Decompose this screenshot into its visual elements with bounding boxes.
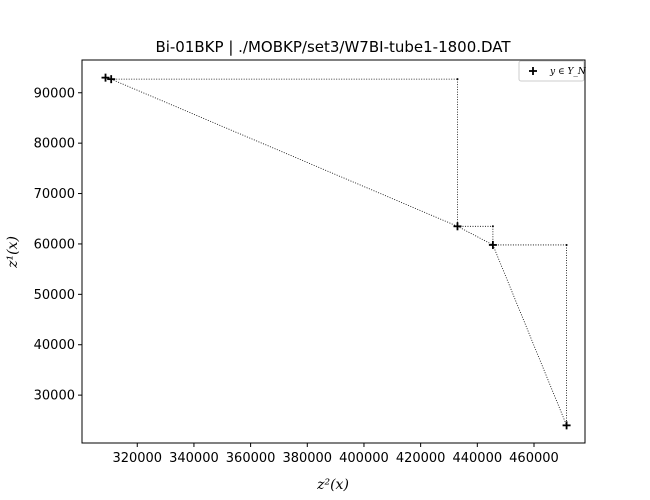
legend-label: y ∈ Y_N [549, 67, 587, 77]
x-axis-label: z²(x) [316, 477, 349, 493]
data-point [562, 421, 571, 430]
legend: y ∈ Y_N [518, 60, 587, 82]
x-axis: 320000 340000 360000 380000 400000 420000 4400… [112, 443, 559, 466]
legend-plus-icon [529, 67, 537, 75]
connector-segment [111, 78, 458, 227]
x-tick-label: 320000 [112, 451, 162, 466]
y-tick-label: 60000 [34, 237, 75, 252]
staircase-lines [111, 78, 568, 426]
staircase-corner-dot [456, 78, 459, 81]
legend-box [518, 60, 585, 82]
legend-plus-marker [529, 67, 537, 75]
x-tick-label: 360000 [226, 451, 276, 466]
y-axis: 30000 40000 50000 60000 70000 80000 90000 [34, 86, 82, 404]
y-tick-label: 70000 [34, 187, 75, 202]
y-axis-label: z¹(x) [5, 236, 21, 269]
data-point [101, 73, 110, 82]
x-tick-label: 340000 [169, 451, 219, 466]
data-point [107, 75, 116, 84]
x-tick-label: 400000 [339, 451, 389, 466]
connector-lines [105, 77, 567, 426]
y-tick-label: 30000 [34, 389, 75, 404]
x-tick-label: 440000 [452, 451, 502, 466]
y-tick-label: 50000 [34, 288, 75, 303]
connector-segment [492, 244, 567, 426]
x-tick-label: 460000 [509, 451, 559, 466]
data-point [488, 240, 497, 249]
y-tick-label: 90000 [34, 86, 75, 101]
y-tick-label: 40000 [34, 338, 75, 353]
x-tick-label: 420000 [396, 451, 446, 466]
staircase-corner-dot [491, 225, 494, 228]
staircase-corner-dot [565, 243, 568, 246]
data-points [101, 73, 571, 430]
y-tick-label: 80000 [34, 137, 75, 152]
plot-frame [81, 59, 586, 444]
chart-title: Bi-01BKP | ./MOBKP/set3/W7BI-tube1-1800.… [155, 38, 511, 56]
data-point [453, 222, 462, 231]
connector-segment [457, 225, 494, 246]
x-tick-label: 380000 [282, 451, 332, 466]
